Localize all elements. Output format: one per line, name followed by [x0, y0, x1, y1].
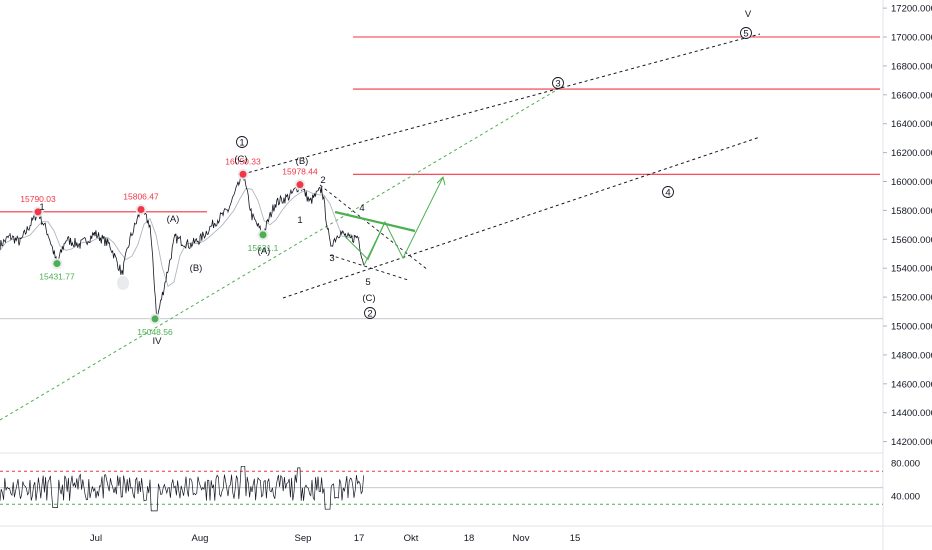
price-marker-high — [296, 181, 304, 189]
wave-circle — [662, 186, 674, 198]
price-axis-tick: 17000.000 — [891, 33, 932, 44]
price-marker-label: 15431.77 — [39, 272, 75, 282]
wave-circle — [236, 136, 248, 148]
price-marker-label: 15790.03 — [20, 194, 56, 204]
price-marker-high — [34, 208, 42, 216]
rsi-pane — [0, 465, 883, 512]
rsi-axis: 80.000 40.000 — [891, 459, 920, 503]
price-axis-tick: 15800.000 — [891, 206, 932, 217]
upper-dashed-trendline — [242, 33, 761, 175]
wave-label: (B) — [296, 156, 309, 167]
time-axis-tick: Okt — [404, 533, 419, 544]
price-axis-tick: 14400.000 — [891, 408, 932, 419]
rsi-axis-tick: 40.000 — [891, 492, 920, 503]
wave-label: (A) — [258, 246, 271, 257]
wave-circle-label: 1 — [239, 137, 244, 148]
rsi-axis-tick: 80.000 — [891, 459, 920, 470]
price-axis-tick: 14600.000 — [891, 379, 932, 390]
projected-wave-path — [363, 176, 444, 266]
wave-label: V — [745, 9, 752, 20]
price-axis-tick: 15400.000 — [891, 264, 932, 275]
price-marker-label: 15806.47 — [123, 192, 159, 202]
price-axis-tick: 16400.000 — [891, 119, 932, 130]
price-marker-low — [259, 231, 267, 239]
price-axis-tick: 14800.000 — [891, 350, 932, 361]
correction-wave-path — [344, 221, 386, 261]
green-dashed-trendline — [0, 87, 561, 421]
time-axis-tick: Jul — [90, 533, 102, 544]
price-axis-tick: 16200.000 — [891, 148, 932, 159]
wave-label: 2 — [320, 175, 325, 186]
time-axis-tick: 18 — [464, 533, 475, 544]
price-marker-label: 15978.44 — [282, 167, 318, 177]
price-series — [0, 171, 365, 318]
time-axis-tick: 17 — [354, 533, 365, 544]
wave-label: (C) — [362, 293, 375, 304]
price-axis-tick: 15000.000 — [891, 322, 932, 333]
wedge-upper — [319, 184, 429, 271]
wave-circle — [552, 77, 564, 89]
price-axis-tick: 15200.000 — [891, 293, 932, 304]
price-axis-tick: 16800.000 — [891, 61, 932, 72]
time-axis-tick: Aug — [192, 533, 209, 544]
wave-circle — [740, 27, 752, 39]
horizontal-levels — [0, 36, 883, 320]
wedge-lower — [329, 254, 409, 281]
wave-label: 1 — [39, 202, 44, 213]
trendlines — [0, 33, 761, 421]
price-axis-tick: 14200.000 — [891, 437, 932, 448]
price-axis-tick: 15600.000 — [891, 235, 932, 246]
time-axis-tick: Sep — [295, 533, 312, 544]
wave-circle-label: 4 — [665, 187, 670, 198]
price-marker-label: 15048.56 — [137, 327, 173, 337]
wave-label: 3 — [329, 253, 334, 264]
price-marker-low — [151, 315, 159, 323]
wave-label: IV — [153, 336, 163, 347]
price-axis-tick: 16600.000 — [891, 90, 932, 101]
price-axis-tick: 16000.000 — [891, 177, 932, 188]
projection-path — [344, 176, 446, 266]
price-marker-low — [53, 260, 61, 268]
channels — [319, 184, 429, 281]
moving-average-line — [0, 187, 361, 288]
time-axis-tick: 15 — [570, 533, 581, 544]
moving-average — [0, 187, 361, 288]
wave-label: 1 — [297, 215, 302, 226]
wave-label: (C) — [234, 154, 247, 165]
price-marker-label: 15631.1 — [248, 243, 279, 253]
price-marker-label: 16050.33 — [225, 156, 261, 166]
wave-label: 4 — [359, 203, 364, 214]
wave-circle-label: 5 — [743, 28, 748, 39]
wave-label: 5 — [365, 277, 370, 288]
wave-circle-label: 3 — [555, 78, 560, 89]
price-line — [0, 171, 365, 318]
time-axis-tick: Nov — [513, 533, 530, 544]
highlight-circle — [117, 276, 129, 290]
wave-labels: 1 2 3 4 5 1 (A) (B) (A) (B) (C) (C) IV V 1 2 3 4 5 — [39, 9, 752, 347]
price-axis-tick: 17200.000 — [891, 4, 932, 15]
wave-label: (A) — [167, 214, 180, 225]
wave-label: (B) — [190, 263, 203, 274]
wave-circle-label: 2 — [367, 308, 372, 319]
time-axis: Jul Aug Sep 17 Okt 18 Nov 15 — [90, 533, 580, 544]
projection-arrowhead — [436, 176, 446, 186]
price-axis: 17200.000 17000.000 16800.000 16600.000 1640… — [883, 4, 932, 448]
price-markers: 15790.03 15431.77 15806.47 15048.56 16050.33… — [20, 156, 318, 337]
rsi-line — [0, 465, 364, 512]
green-thick-trendline — [334, 210, 416, 233]
wave-circle — [364, 307, 376, 319]
price-marker-high — [137, 206, 145, 214]
price-marker-high — [239, 170, 247, 178]
